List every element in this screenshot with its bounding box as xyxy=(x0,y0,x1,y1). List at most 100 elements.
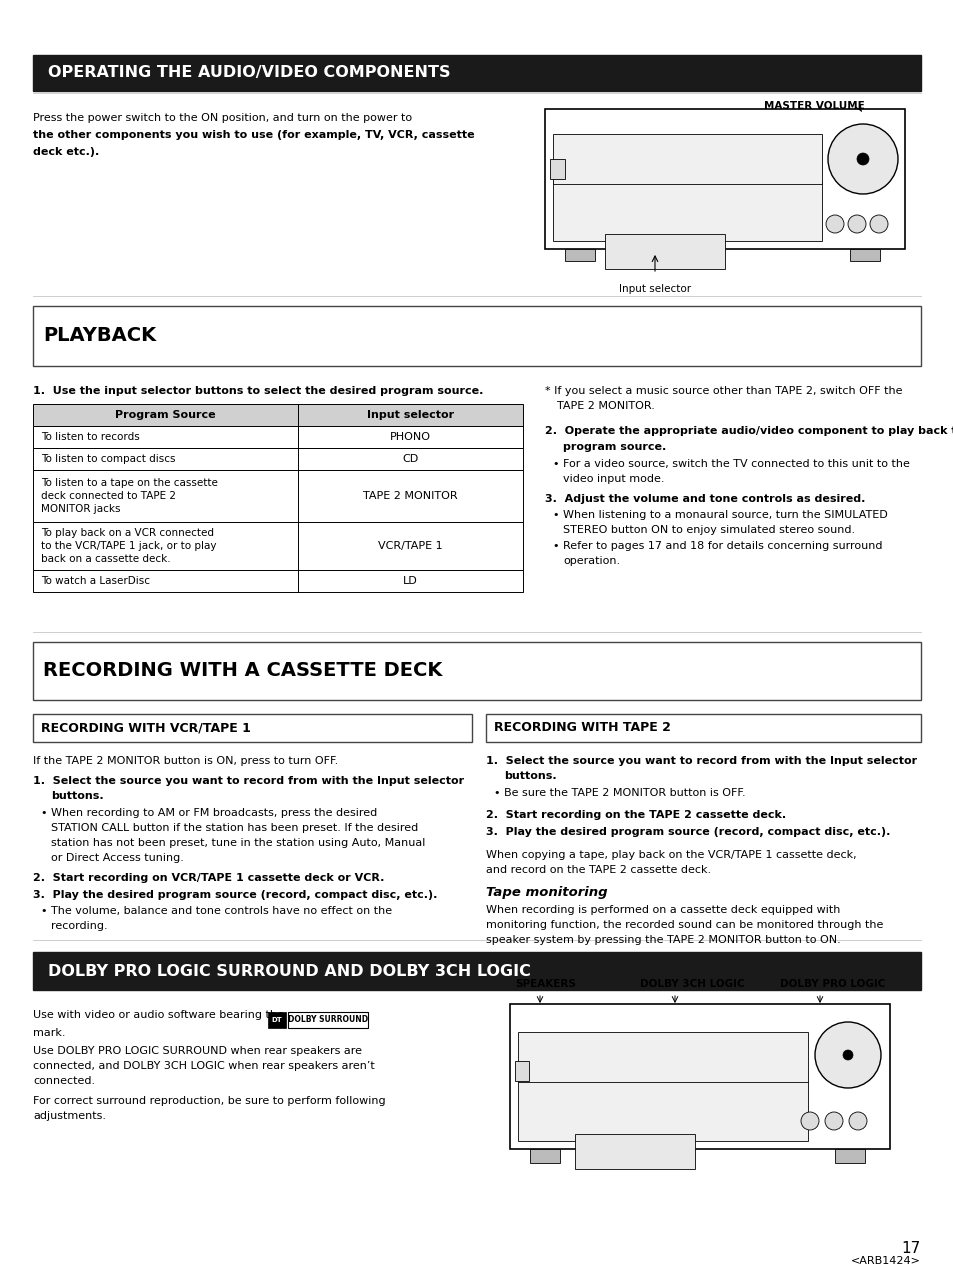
Text: DOLBY SURROUND: DOLBY SURROUND xyxy=(288,1016,368,1025)
Bar xyxy=(553,134,821,184)
Circle shape xyxy=(842,1050,852,1060)
Text: LD: LD xyxy=(403,575,417,586)
Text: monitoring function, the recorded sound can be monitored through the: monitoring function, the recorded sound … xyxy=(485,920,882,930)
Bar xyxy=(33,470,522,522)
Text: • When listening to a monaural source, turn the SIMULATED: • When listening to a monaural source, t… xyxy=(553,510,887,521)
Circle shape xyxy=(827,124,897,194)
Text: When copying a tape, play back on the VCR/TAPE 1 cassette deck,: When copying a tape, play back on the VC… xyxy=(485,850,856,860)
Text: Input selector: Input selector xyxy=(618,285,690,293)
Text: speaker system by pressing the TAPE 2 MONITOR button to ON.: speaker system by pressing the TAPE 2 MO… xyxy=(485,935,840,946)
Text: STATION CALL button if the station has been preset. If the desired: STATION CALL button if the station has b… xyxy=(51,823,417,833)
Text: DТ: DТ xyxy=(272,1017,282,1023)
Text: To listen to a tape on the cassette
deck connected to TAPE 2
MONITOR jacks: To listen to a tape on the cassette deck… xyxy=(41,477,217,514)
Text: 2.  Operate the appropriate audio/video component to play back the: 2. Operate the appropriate audio/video c… xyxy=(544,426,953,436)
Bar xyxy=(530,1148,559,1162)
Text: 3.  Play the desired program source (record, compact disc, etc.).: 3. Play the desired program source (reco… xyxy=(485,827,889,837)
Circle shape xyxy=(848,1111,866,1131)
Text: connected, and DOLBY 3CH LOGIC when rear speakers aren’t: connected, and DOLBY 3CH LOGIC when rear… xyxy=(33,1062,375,1071)
Bar xyxy=(485,715,920,743)
Text: SPEAKERS: SPEAKERS xyxy=(515,979,576,989)
Text: deck etc.).: deck etc.). xyxy=(33,147,99,157)
Bar xyxy=(510,1004,889,1148)
Text: • When recording to AM or FM broadcasts, press the desired: • When recording to AM or FM broadcasts,… xyxy=(41,808,376,818)
Text: Program Source: Program Source xyxy=(115,410,215,420)
Bar xyxy=(33,570,522,592)
Text: To listen to records: To listen to records xyxy=(41,433,139,441)
Text: connected.: connected. xyxy=(33,1076,95,1086)
Text: program source.: program source. xyxy=(562,441,665,452)
Text: 1.  Select the source you want to record from with the Input selector: 1. Select the source you want to record … xyxy=(33,776,464,786)
Text: VCR/TAPE 1: VCR/TAPE 1 xyxy=(377,541,442,551)
Text: 1.  Use the input selector buttons to select the desired program source.: 1. Use the input selector buttons to sel… xyxy=(33,387,483,396)
Text: STEREO button ON to enjoy simulated stereo sound.: STEREO button ON to enjoy simulated ster… xyxy=(562,524,854,535)
Bar xyxy=(33,522,522,570)
Bar xyxy=(575,1134,695,1169)
Bar xyxy=(33,404,522,426)
Text: buttons.: buttons. xyxy=(51,791,104,801)
Text: • The volume, balance and tone controls have no effect on the: • The volume, balance and tone controls … xyxy=(41,906,392,916)
Text: If the TAPE 2 MONITOR button is ON, press to turn OFF.: If the TAPE 2 MONITOR button is ON, pres… xyxy=(33,755,338,766)
Text: 17: 17 xyxy=(901,1242,920,1256)
Text: <ARB1424>: <ARB1424> xyxy=(850,1256,920,1266)
Text: DOLBY 3CH LOGIC: DOLBY 3CH LOGIC xyxy=(639,979,744,989)
Bar xyxy=(288,1012,368,1028)
Text: MASTER VOLUME: MASTER VOLUME xyxy=(763,101,864,111)
Text: buttons.: buttons. xyxy=(503,771,556,781)
Text: TAPE 2 MONITOR: TAPE 2 MONITOR xyxy=(363,491,457,501)
Bar xyxy=(517,1081,807,1141)
Text: Use with video or audio software bearing the: Use with video or audio software bearing… xyxy=(33,1011,287,1020)
Text: Press the power switch to the ON position, and turn on the power to: Press the power switch to the ON positio… xyxy=(33,114,412,122)
Text: DOLBY PRO LOGIC SURROUND AND DOLBY 3CH LOGIC: DOLBY PRO LOGIC SURROUND AND DOLBY 3CH L… xyxy=(48,963,530,979)
Text: recording.: recording. xyxy=(51,921,108,931)
Text: For correct surround reproduction, be sure to perform following: For correct surround reproduction, be su… xyxy=(33,1096,385,1106)
Bar xyxy=(33,715,472,743)
Bar xyxy=(33,55,920,91)
Text: RECORDING WITH A CASSETTE DECK: RECORDING WITH A CASSETTE DECK xyxy=(43,661,442,680)
Bar xyxy=(33,642,920,701)
Bar xyxy=(849,249,879,262)
Text: • Be sure the TAPE 2 MONITOR button is OFF.: • Be sure the TAPE 2 MONITOR button is O… xyxy=(494,789,745,798)
Circle shape xyxy=(825,214,843,234)
Bar xyxy=(33,426,522,448)
Text: CD: CD xyxy=(402,454,418,464)
Bar xyxy=(33,448,522,470)
Text: and record on the TAPE 2 cassette deck.: and record on the TAPE 2 cassette deck. xyxy=(485,865,710,875)
Text: 1.  Select the source you want to record from with the Input selector: 1. Select the source you want to record … xyxy=(485,755,916,766)
Text: adjustments.: adjustments. xyxy=(33,1111,106,1122)
Bar xyxy=(33,952,920,990)
Bar xyxy=(834,1148,864,1162)
Text: the other components you wish to use (for example, TV, VCR, cassette: the other components you wish to use (fo… xyxy=(33,130,475,140)
Circle shape xyxy=(847,214,865,234)
Text: 2.  Start recording on VCR/TAPE 1 cassette deck or VCR.: 2. Start recording on VCR/TAPE 1 cassett… xyxy=(33,873,384,883)
Text: Input selector: Input selector xyxy=(367,410,454,420)
Circle shape xyxy=(814,1022,880,1088)
Circle shape xyxy=(801,1111,818,1131)
Text: OPERATING THE AUDIO/VIDEO COMPONENTS: OPERATING THE AUDIO/VIDEO COMPONENTS xyxy=(48,65,450,80)
Text: * If you select a music source other than TAPE 2, switch OFF the: * If you select a music source other tha… xyxy=(544,387,902,396)
Text: • For a video source, switch the TV connected to this unit to the: • For a video source, switch the TV conn… xyxy=(553,459,909,470)
Bar xyxy=(515,1062,529,1081)
Text: Tape monitoring: Tape monitoring xyxy=(485,886,607,900)
Text: 3.  Play the desired program source (record, compact disc, etc.).: 3. Play the desired program source (reco… xyxy=(33,889,436,900)
Bar xyxy=(550,160,564,179)
Text: mark.: mark. xyxy=(33,1028,66,1037)
Bar xyxy=(553,181,821,241)
Text: station has not been preset, tune in the station using Auto, Manual: station has not been preset, tune in the… xyxy=(51,838,425,849)
Text: or Direct Access tuning.: or Direct Access tuning. xyxy=(51,852,184,863)
Text: To listen to compact discs: To listen to compact discs xyxy=(41,454,175,464)
Text: RECORDING WITH TAPE 2: RECORDING WITH TAPE 2 xyxy=(494,721,670,735)
Text: RECORDING WITH VCR/TAPE 1: RECORDING WITH VCR/TAPE 1 xyxy=(41,721,251,735)
Text: Use DOLBY PRO LOGIC SURROUND when rear speakers are: Use DOLBY PRO LOGIC SURROUND when rear s… xyxy=(33,1046,361,1057)
Text: 2.  Start recording on the TAPE 2 cassette deck.: 2. Start recording on the TAPE 2 cassett… xyxy=(485,810,785,820)
Bar xyxy=(544,108,904,249)
Text: TAPE 2 MONITOR.: TAPE 2 MONITOR. xyxy=(557,401,654,411)
Text: 3.  Adjust the volume and tone controls as desired.: 3. Adjust the volume and tone controls a… xyxy=(544,494,864,504)
Text: To play back on a VCR connected
to the VCR/TAPE 1 jack, or to play
back on a cas: To play back on a VCR connected to the V… xyxy=(41,528,216,564)
Bar xyxy=(517,1032,807,1082)
Text: operation.: operation. xyxy=(562,556,619,567)
Text: video input mode.: video input mode. xyxy=(562,473,664,484)
Text: PLAYBACK: PLAYBACK xyxy=(43,327,156,346)
Bar xyxy=(33,306,920,366)
Bar xyxy=(604,234,724,269)
Text: When recording is performed on a cassette deck equipped with: When recording is performed on a cassett… xyxy=(485,905,840,915)
